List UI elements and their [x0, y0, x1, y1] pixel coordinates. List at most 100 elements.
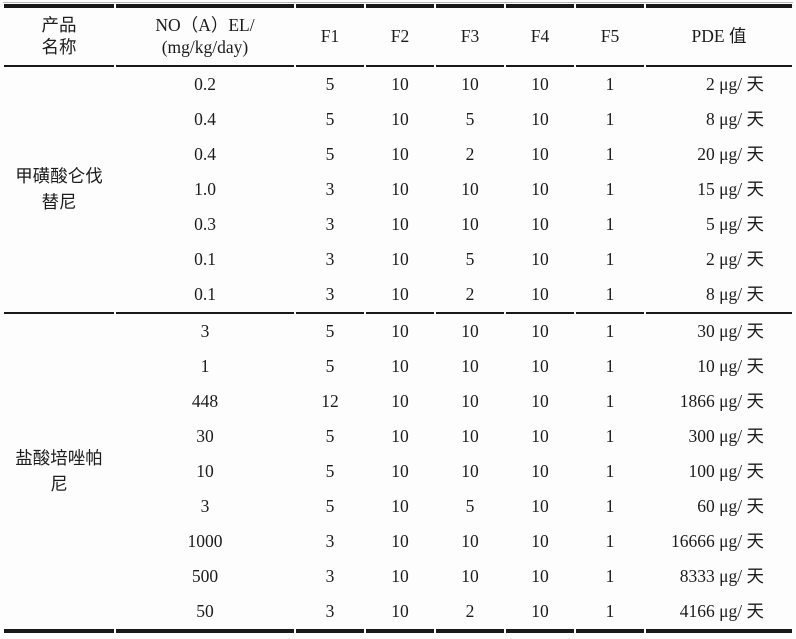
f3-cell: 2: [436, 594, 504, 633]
f1-cell: 5: [325, 460, 335, 481]
f5-cell: 1: [605, 213, 615, 234]
f3-cell: 5: [465, 495, 475, 516]
f3-cell: 2: [465, 143, 475, 164]
f3-cell: 10: [461, 565, 479, 586]
f3-cell: 10: [461, 530, 479, 551]
table-row: 30 5 10 10 10 1 300 μg/ 天: [4, 419, 792, 454]
table-row: 3 5 10 5 10 1 60 μg/ 天: [4, 489, 792, 524]
f2-cell: 10: [391, 178, 409, 199]
col-header-f5: F5: [576, 4, 644, 67]
table-row: 1 5 10 10 10 1 10 μg/ 天: [4, 349, 792, 384]
pde-cell: 1866 μg/ 天: [679, 390, 764, 411]
table-row: 1.0 3 10 10 10 1 15 μg/ 天: [4, 172, 792, 207]
col-header-noael-line: NO（A）EL/: [155, 14, 255, 35]
f5-cell: 1: [605, 460, 615, 481]
f1-cell: 5: [325, 73, 335, 94]
f2-cell: 10: [391, 73, 409, 94]
f1-cell: 3: [296, 277, 364, 314]
header-row: 产品 名称 NO（A）EL/(mg/kg/day) F1 F2 F3 F4 F5 PDE 值: [4, 4, 792, 67]
f1-cell: 3: [325, 213, 335, 234]
pde-cell: 15 μg/ 天: [697, 178, 764, 199]
pde-cell: 2 μg/ 天: [706, 73, 764, 94]
col-header-f3: F3: [436, 4, 504, 67]
f2-cell: 10: [391, 355, 409, 376]
table-row: 0.4 5 10 2 10 1 20 μg/ 天: [4, 137, 792, 172]
f1-cell: 5: [325, 108, 335, 129]
f2-cell: 10: [391, 390, 409, 411]
f5-cell: 1: [605, 530, 615, 551]
f4-cell: 10: [531, 355, 549, 376]
product-name-line: 甲磺酸仑伐: [15, 166, 103, 187]
pde-cell: 16666 μg/ 天: [671, 530, 764, 551]
f3-cell: 10: [461, 425, 479, 446]
f2-cell: 10: [391, 248, 409, 269]
f3-cell: 10: [461, 73, 479, 94]
f2-cell: 10: [391, 108, 409, 129]
noael-cell: 3: [200, 320, 210, 341]
pde-cell: 100 μg/ 天: [688, 460, 765, 481]
f3-cell: 10: [461, 390, 479, 411]
f1-cell: 3: [325, 565, 335, 586]
pde-cell: 10 μg/ 天: [697, 355, 764, 376]
table-top-thin-rule: [3, 2, 793, 3]
pde-cell: 8 μg/ 天: [646, 277, 792, 314]
f5-cell: 1: [605, 495, 615, 516]
noael-cell: 0.1: [194, 248, 216, 269]
table-row: 448 12 10 10 10 1 1866 μg/ 天: [4, 384, 792, 419]
f5-cell: 1: [605, 248, 615, 269]
table-row: 0.4 5 10 5 10 1 8 μg/ 天: [4, 102, 792, 137]
col-header-f3-line: F3: [460, 25, 480, 46]
col-header-f1: F1: [296, 4, 364, 67]
f1-cell: 5: [325, 425, 335, 446]
f5-cell: 1: [605, 73, 615, 94]
noael-cell: 0.1: [116, 277, 294, 314]
f4-cell: 10: [531, 73, 549, 94]
table-row: 50 3 10 2 10 1 4166 μg/ 天: [4, 594, 792, 633]
f3-cell: 10: [461, 355, 479, 376]
f1-cell: 5: [325, 495, 335, 516]
noael-cell: 500: [191, 565, 219, 586]
pde-cell: 30 μg/ 天: [697, 320, 764, 341]
col-header-f2: F2: [366, 4, 434, 67]
f4-cell: 10: [531, 143, 549, 164]
table-row: 甲磺酸仑伐 替尼 0.2 5 10 10 10 1 2 μg/ 天: [4, 67, 792, 314]
f3-cell: 10: [461, 320, 479, 341]
f1-cell: 5: [325, 355, 335, 376]
f1-cell: 3: [325, 248, 335, 269]
f3-cell: 10: [461, 178, 479, 199]
noael-cell: 50: [116, 594, 294, 633]
product-name-line: 盐酸培唑帕: [15, 448, 103, 469]
pde-table: 产品 名称 NO（A）EL/(mg/kg/day) F1 F2 F3 F4 F5 PDE 值 甲…: [2, 4, 794, 633]
pde-cell: 4166 μg/ 天: [646, 594, 792, 633]
f5-cell: 1: [576, 594, 644, 633]
noael-cell: 1: [200, 355, 210, 376]
f3-cell: 10: [461, 213, 479, 234]
noael-cell: 1.0: [194, 178, 216, 199]
product-name-line: 替尼: [41, 191, 77, 212]
col-header-f4: F4: [506, 4, 574, 67]
col-header-pde: PDE 值: [646, 4, 792, 67]
f5-cell: 1: [605, 143, 615, 164]
f4-cell: 10: [531, 248, 549, 269]
f5-cell: 1: [605, 390, 615, 411]
f5-cell: 1: [605, 108, 615, 129]
col-header-pde-line: PDE 值: [691, 25, 747, 46]
f2-cell: 10: [366, 594, 434, 633]
col-header-product-name-line: 名称: [41, 36, 77, 57]
f1-cell: 5: [325, 320, 335, 341]
noael-cell: 3: [200, 495, 210, 516]
f3-cell: 10: [461, 460, 479, 481]
f2-cell: 10: [391, 143, 409, 164]
f5-cell: 1: [605, 565, 615, 586]
pde-cell: 8 μg/ 天: [706, 108, 764, 129]
f4-cell: 10: [531, 178, 549, 199]
f1-cell: 5: [325, 143, 335, 164]
noael-cell: 0.4: [194, 108, 216, 129]
product-name-cell: 盐酸培唑帕尼: [4, 314, 114, 633]
pde-cell: 60 μg/ 天: [697, 495, 764, 516]
table-body: 甲磺酸仑伐 替尼 0.2 5 10 10 10 1 2 μg/ 天 0.4 5 10 5 10 1 8 μg/…: [4, 67, 792, 633]
f2-cell: 10: [391, 320, 409, 341]
col-header-product-name: 产品 名称: [4, 4, 114, 67]
f5-cell: 1: [605, 178, 615, 199]
